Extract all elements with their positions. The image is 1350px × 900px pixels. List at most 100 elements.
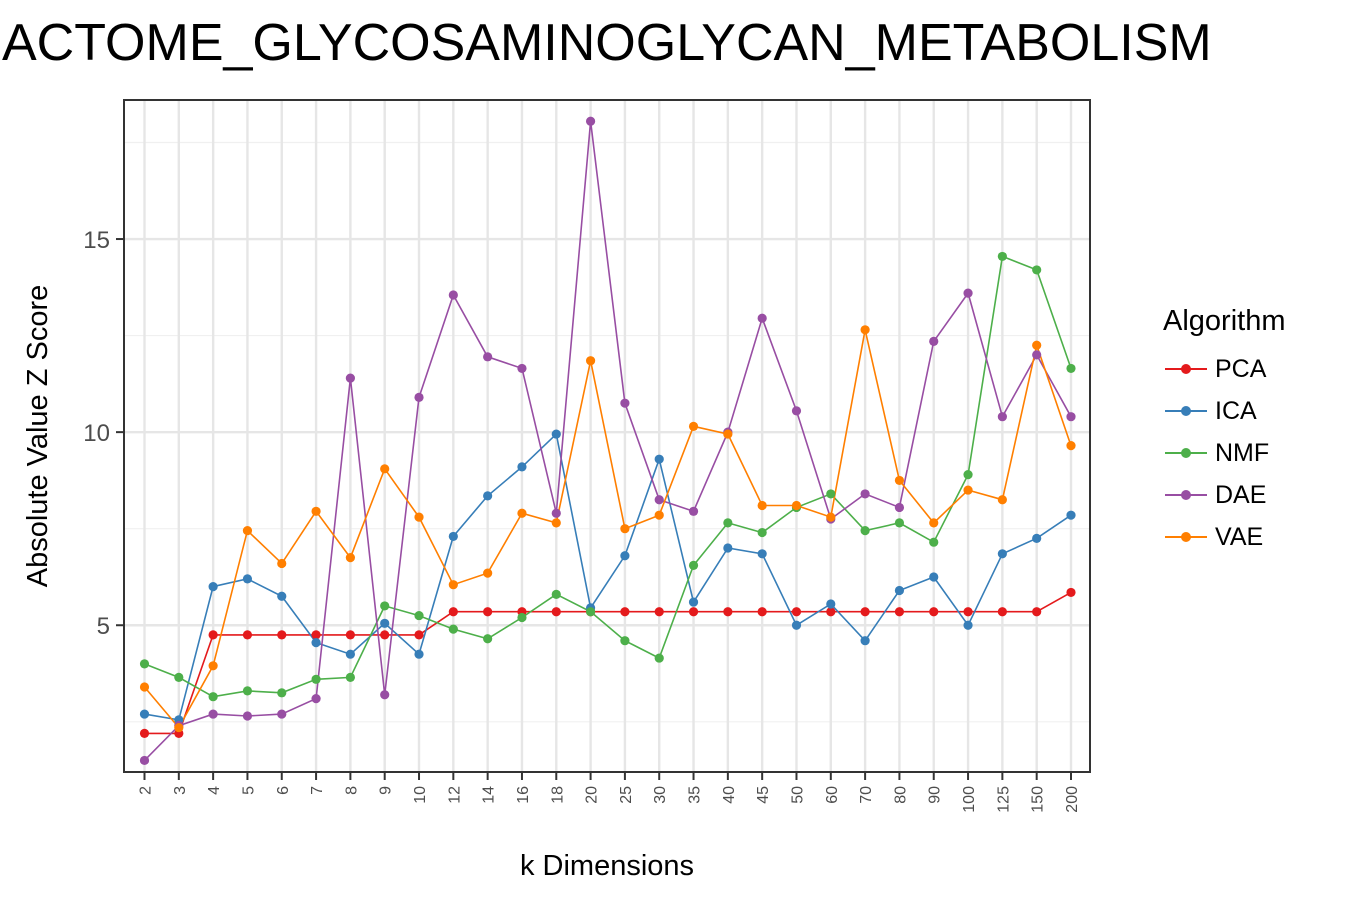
- x-tick-label: 4: [206, 786, 223, 795]
- point-dae: [1032, 350, 1042, 360]
- legend-key-dae: [1163, 485, 1209, 505]
- point-ica: [345, 649, 355, 659]
- x-tick-label: 200: [1064, 786, 1081, 813]
- point-ica: [380, 618, 390, 628]
- point-vae: [997, 495, 1007, 505]
- point-nmf: [483, 634, 493, 644]
- x-tick-label: 30: [652, 786, 669, 804]
- legend-item-ica: ICA: [1163, 390, 1286, 432]
- point-pca: [139, 728, 150, 738]
- point-nmf: [517, 612, 527, 623]
- point-vae: [345, 553, 355, 563]
- legend-label-ica: ICA: [1215, 396, 1257, 425]
- x-axis-title: k Dimensions: [520, 850, 694, 882]
- point-dae: [277, 709, 287, 719]
- point-dae: [139, 755, 150, 766]
- point-ica: [483, 491, 493, 501]
- point-nmf: [311, 674, 321, 684]
- point-dae: [208, 709, 218, 719]
- point-nmf: [620, 636, 630, 646]
- point-pca: [277, 630, 287, 640]
- point-pca: [620, 607, 630, 617]
- point-ica: [997, 549, 1007, 559]
- series-line-dae: [143, 121, 1072, 761]
- point-pca: [483, 607, 493, 617]
- point-dae: [894, 502, 905, 513]
- point-vae: [1066, 441, 1076, 451]
- point-vae: [963, 485, 973, 495]
- point-pca: [757, 607, 767, 617]
- point-vae: [380, 464, 390, 474]
- point-dae: [929, 336, 939, 346]
- point-vae: [791, 500, 802, 511]
- x-tick-label: 5: [240, 786, 257, 795]
- x-tick-label: 20: [584, 786, 601, 804]
- legend-item-vae: VAE: [1163, 516, 1286, 558]
- x-tick-label: 10: [412, 786, 429, 804]
- point-dae: [757, 313, 767, 323]
- plot-panel: [124, 100, 1090, 772]
- point-dae: [860, 489, 870, 499]
- x-tick-label: 18: [549, 786, 566, 804]
- point-vae: [1032, 340, 1042, 350]
- legend-label-pca: PCA: [1215, 354, 1267, 383]
- point-nmf: [1066, 363, 1076, 374]
- point-dae: [654, 495, 664, 505]
- point-dae: [242, 711, 253, 721]
- point-vae: [517, 508, 527, 518]
- point-nmf: [894, 518, 905, 528]
- point-ica: [723, 543, 733, 553]
- x-tick-label: 35: [687, 786, 704, 804]
- point-nmf: [1032, 265, 1042, 275]
- point-ica: [860, 636, 870, 646]
- point-vae: [277, 558, 287, 569]
- legend-title: Algorithm: [1163, 305, 1286, 337]
- point-pca: [345, 630, 355, 640]
- point-nmf: [345, 672, 355, 682]
- x-tick-label: 80: [892, 786, 909, 804]
- x-tick-label: 90: [927, 786, 944, 804]
- point-ica: [139, 709, 150, 719]
- x-tick-label: 6: [275, 786, 292, 795]
- series-line-pca: [144, 591, 1072, 735]
- point-vae: [242, 526, 253, 536]
- legend-item-nmf: NMF: [1163, 432, 1286, 474]
- y-tick-label: 10: [83, 420, 110, 447]
- x-tick-label: 8: [343, 786, 360, 795]
- point-ica: [517, 462, 527, 472]
- point-nmf: [414, 610, 424, 621]
- point-nmf: [654, 653, 664, 663]
- legend-item-pca: PCA: [1163, 348, 1286, 390]
- point-nmf: [997, 251, 1007, 262]
- plot-border: [123, 99, 1091, 773]
- x-tick-label: 100: [961, 786, 978, 813]
- legend: Algorithm PCA ICA NMF DAE VAE: [1163, 305, 1286, 558]
- point-dae: [620, 398, 630, 408]
- legend-item-dae: DAE: [1163, 474, 1286, 516]
- point-ica: [757, 549, 767, 559]
- point-ica: [929, 572, 939, 582]
- point-dae: [517, 363, 527, 374]
- point-pca: [380, 630, 390, 640]
- x-tick-label: 50: [789, 786, 806, 804]
- point-ica: [1066, 510, 1076, 520]
- point-dae: [414, 392, 424, 402]
- point-nmf: [380, 601, 390, 611]
- point-ica: [311, 638, 321, 648]
- point-ica: [620, 551, 630, 561]
- x-tick-label: 2: [138, 786, 155, 795]
- point-vae: [688, 421, 699, 431]
- point-dae: [688, 506, 699, 516]
- point-pca: [654, 607, 664, 617]
- series-line-ica: [144, 432, 1072, 721]
- point-ica: [208, 582, 218, 592]
- point-nmf: [963, 470, 973, 480]
- point-ica: [414, 649, 424, 659]
- y-tick-label: 15: [83, 227, 110, 254]
- x-tick-label: 60: [824, 786, 841, 804]
- point-nmf: [242, 686, 253, 696]
- point-vae: [929, 518, 939, 528]
- point-vae: [483, 568, 493, 578]
- point-vae: [585, 356, 596, 366]
